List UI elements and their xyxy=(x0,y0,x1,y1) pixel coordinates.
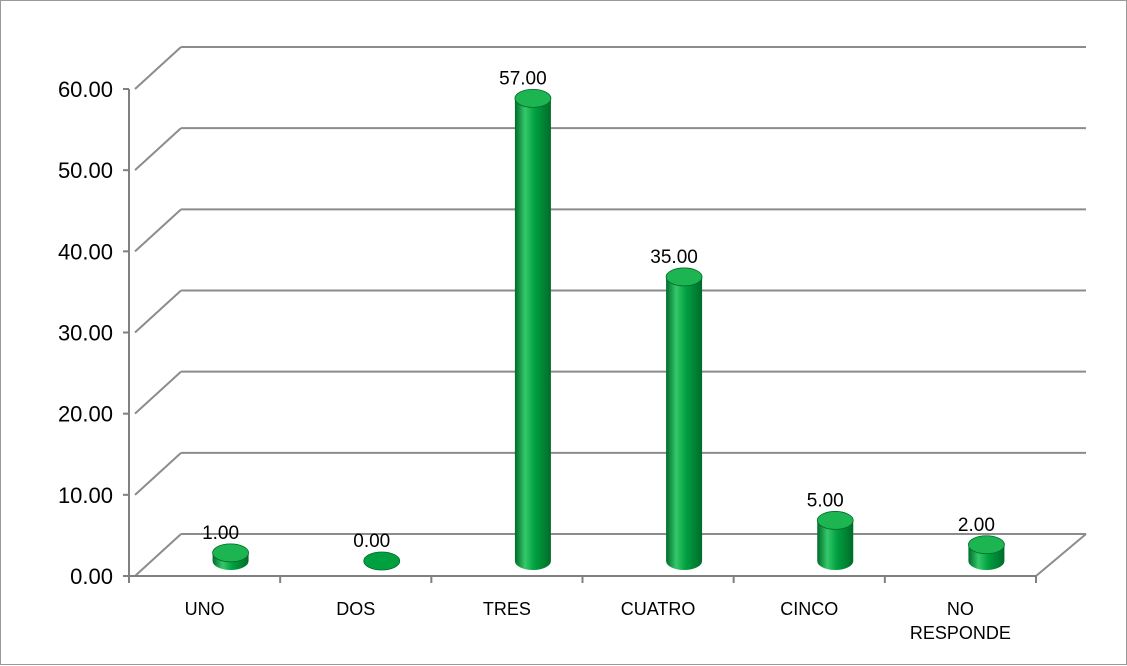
bar-top xyxy=(363,551,401,571)
data-label: 57.00 xyxy=(499,68,547,89)
axes xyxy=(123,88,1037,583)
y-tick-label: 0.00 xyxy=(70,564,113,589)
data-label: 5.00 xyxy=(807,490,844,511)
y-tick-label: 50.00 xyxy=(58,158,113,183)
bar-body xyxy=(817,520,854,570)
bar-top xyxy=(514,88,552,108)
bars xyxy=(212,88,1005,571)
bar xyxy=(363,551,401,571)
data-label: 35.00 xyxy=(650,247,698,268)
labels: 0.00 10.00 20.00 30.00 40.00 50.00 60.00 1.00 UN… xyxy=(58,68,1011,643)
bar xyxy=(968,535,1005,570)
bar xyxy=(816,511,854,570)
bar xyxy=(514,88,552,570)
y-tick-label: 10.00 xyxy=(58,483,113,508)
bar-body xyxy=(666,276,703,570)
category-label: CINCO xyxy=(780,599,838,619)
bar-body xyxy=(514,98,551,570)
bar-top xyxy=(212,543,249,563)
y-tick-label: 20.00 xyxy=(58,402,113,427)
y-tick-label: 60.00 xyxy=(58,77,113,102)
gridline-depth xyxy=(134,127,182,171)
floor-edge xyxy=(1035,533,1087,577)
gridline-depth xyxy=(134,46,182,90)
bar-top xyxy=(816,511,854,530)
y-tick-label: 30.00 xyxy=(58,321,113,346)
category-label: TRES xyxy=(483,599,531,619)
gridline-depth xyxy=(134,533,182,577)
bar-top xyxy=(665,267,703,287)
gridline-depth xyxy=(134,208,182,253)
gridline-depth xyxy=(134,370,182,415)
gridlines xyxy=(134,46,1087,577)
gridline-depth xyxy=(134,289,182,334)
bar xyxy=(665,267,703,570)
data-label: 2.00 xyxy=(958,515,995,536)
category-label: DOS xyxy=(336,599,375,619)
category-label: UNO xyxy=(185,599,225,619)
data-label: 1.00 xyxy=(202,523,239,544)
bar-top xyxy=(968,535,1005,555)
category-label: NO RESPONDE xyxy=(910,599,1011,643)
bar xyxy=(212,543,249,570)
gridline-depth xyxy=(134,452,182,496)
y-tick-label: 40.00 xyxy=(58,239,113,264)
data-label: 0.00 xyxy=(353,531,390,552)
category-label: CUATRO xyxy=(621,599,696,619)
